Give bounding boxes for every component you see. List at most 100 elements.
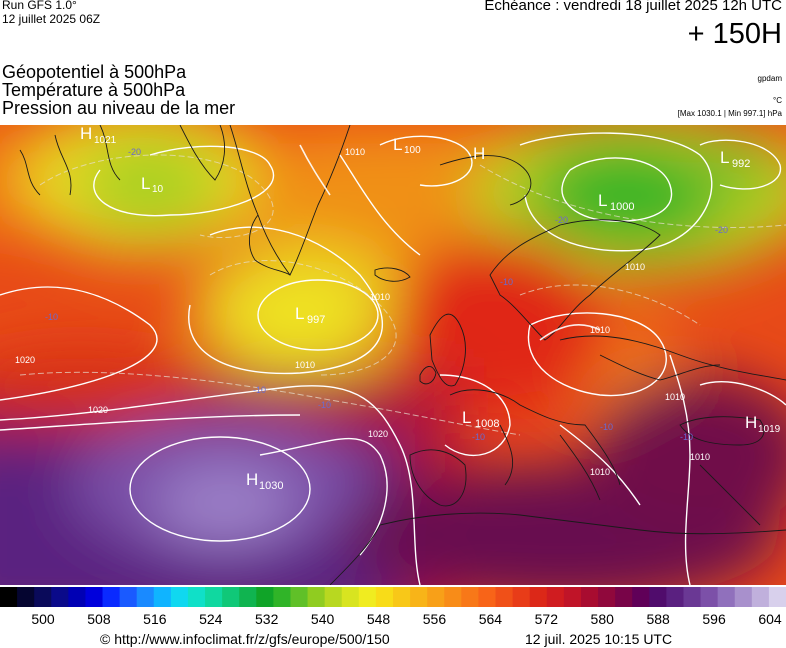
colorbar-tick-label: 580 <box>590 611 614 627</box>
pressure-centers: H 1021 L 10 L 100 H L 1000 L 992 L 997 L… <box>80 125 781 492</box>
pressure-center-type: H <box>246 470 258 489</box>
colorbar-tick-label: 508 <box>87 611 111 627</box>
temperature-isotherms <box>19 154 786 436</box>
temperature-label: -10 <box>500 277 513 287</box>
colorbar-swatch <box>102 587 121 607</box>
colorbar-tick-label: 516 <box>143 611 167 627</box>
colorbar-swatch <box>768 587 786 607</box>
coastline-highlights <box>299 144 601 341</box>
pressure-center-value: 997 <box>307 314 325 326</box>
colorbar-swatch <box>307 587 326 607</box>
colorbar-tick-label: 500 <box>31 611 55 627</box>
colorbar-swatch <box>512 587 531 607</box>
isobars <box>0 132 786 585</box>
pressure-center-type: L <box>598 191 607 210</box>
colorbar-swatch <box>17 587 35 607</box>
colorbar-swatch <box>290 587 309 607</box>
colorbar-tick-label: 532 <box>255 611 279 627</box>
pressure-center-value: 992 <box>732 158 750 170</box>
colorbar-swatch <box>51 587 69 607</box>
colorbar-tick-label: 588 <box>646 611 670 627</box>
colorbar-tick-label: 556 <box>422 611 447 627</box>
colorbar-swatch <box>205 587 223 607</box>
colorbar-swatch <box>751 587 770 607</box>
temperature-label: -20 <box>555 215 568 225</box>
pressure-max-min: [Max 1030.1 | Min 997.1] hPa <box>677 109 782 118</box>
unit-celsius: °C <box>773 96 782 105</box>
colorbar-swatch <box>563 587 582 607</box>
colorbar-swatch <box>529 587 548 607</box>
colorbar-swatch <box>734 587 753 607</box>
colorbar-swatch <box>410 587 428 607</box>
colorbar-swatch <box>649 587 667 607</box>
temperature-label: -10 <box>318 400 331 410</box>
forecast-horizon: + 150H <box>687 18 782 50</box>
colorbar-swatch <box>546 587 565 607</box>
pressure-center-type: L <box>141 174 150 193</box>
colorbar-swatch <box>427 587 445 607</box>
colorbar-tick-label: 604 <box>758 611 782 627</box>
pressure-center-type: L <box>462 408 471 427</box>
colorbar-swatch <box>580 587 599 607</box>
temperature-label: -10 <box>680 432 693 442</box>
source-credit: © http://www.infoclimat.fr/z/gfs/europe/… <box>100 631 390 647</box>
isobar-labels: 1010 1010 1020 1020 1020 1010 1010 1010 … <box>15 147 710 477</box>
run-title: Run GFS 1.0° <box>2 0 77 12</box>
colorbar-tick-label: 572 <box>534 611 558 627</box>
isobar-label: 1010 <box>370 292 390 302</box>
colorbar-swatch <box>478 587 497 607</box>
generated-timestamp: 12 juil. 2025 10:15 UTC <box>525 631 673 647</box>
colorbar-swatch <box>256 587 274 607</box>
colorbar-tick-label: 524 <box>199 611 223 627</box>
colorbar-swatch <box>222 587 240 607</box>
layer-title-pressure: Pression au niveau de la mer <box>2 98 236 118</box>
colorbar-swatch <box>393 587 411 607</box>
weather-map: H 1021 L 10 L 100 H L 1000 L 992 L 997 L… <box>0 125 786 585</box>
pressure-center-type: L <box>393 135 402 154</box>
colorbar-swatch <box>341 587 360 607</box>
colorbar-swatch <box>632 587 650 607</box>
pressure-center-type: L <box>720 148 729 167</box>
layer-title-geopotential: Géopotentiel à 500hPa <box>2 62 187 82</box>
isobar-label: 1020 <box>15 355 35 365</box>
forecast-valid-time: Echéance : vendredi 18 juillet 2025 12h … <box>484 0 782 14</box>
temperature-label: -10 <box>253 385 266 395</box>
isobar-label: 1010 <box>345 147 365 157</box>
colorbar-swatch <box>598 587 616 607</box>
colorbar-swatch <box>119 587 138 607</box>
isobar-label: 1010 <box>295 360 315 370</box>
pressure-center-type: H <box>745 413 757 432</box>
colorbar-tick-label: 596 <box>702 611 726 627</box>
temperature-label: -10 <box>600 422 613 432</box>
colorbar-swatch <box>683 587 702 607</box>
colorbar-swatch <box>615 587 633 607</box>
layer-title-temperature: Température à 500hPa <box>2 80 186 100</box>
colorbar-swatch <box>136 587 155 607</box>
pressure-center-value: 1019 <box>758 424 781 435</box>
isobar-label: 1010 <box>590 325 610 335</box>
temperature-label: -20 <box>128 147 141 157</box>
temperature-labels: -20 -20 -20 -10 -10 -10 -10 -10 -10 -10 <box>45 147 728 442</box>
colorbar-swatch <box>461 587 480 607</box>
isobar-label: 1010 <box>590 467 610 477</box>
temperature-label: -10 <box>45 312 58 322</box>
colorbar <box>0 587 786 607</box>
temperature-label: -10 <box>472 432 485 442</box>
isobar-label: 1010 <box>625 262 645 272</box>
isobar-label: 1020 <box>88 405 108 415</box>
pressure-center-value: 1000 <box>610 201 634 213</box>
colorbar-tick-label: 564 <box>478 611 503 627</box>
colorbar-swatch <box>444 587 462 607</box>
colorbar-swatch <box>358 587 377 607</box>
colorbar-ticks: 500 508 516 524 532 540 548 556 564 572 580 588 596 6… <box>0 611 786 627</box>
pressure-center-value: 1008 <box>475 418 499 430</box>
colorbar-swatch <box>324 587 343 607</box>
unit-gpdam: gpdam <box>757 74 782 83</box>
run-date: 12 juillet 2025 06Z <box>2 12 101 26</box>
isobar-label: 1010 <box>665 392 685 402</box>
pressure-center-type: H <box>473 144 485 163</box>
colorbar-swatch <box>34 587 52 607</box>
colorbar-swatch <box>717 587 736 607</box>
pressure-center-value: 1021 <box>94 135 117 146</box>
colorbar-swatch <box>153 587 172 607</box>
